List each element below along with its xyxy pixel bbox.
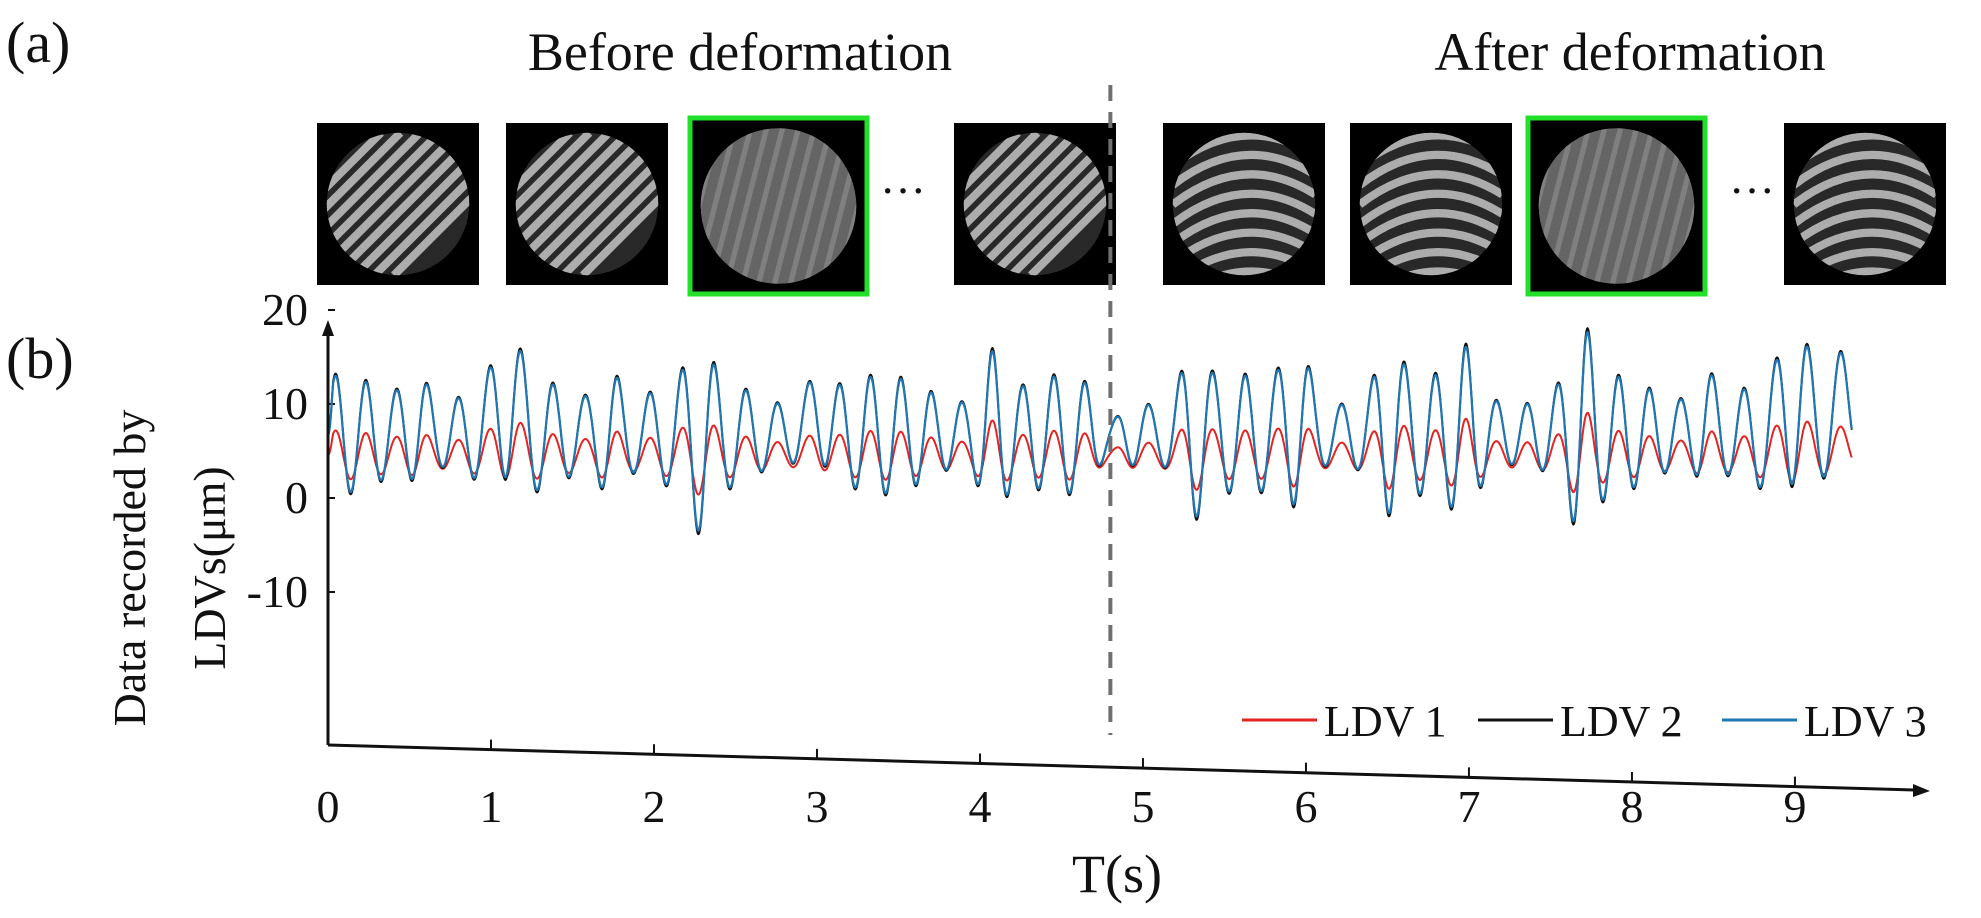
x-tick-label: 9 <box>1783 781 1806 832</box>
x-tick-label: 6 <box>1294 781 1317 832</box>
series-line-ldv-1 <box>327 411 1853 496</box>
speckle-image <box>1525 115 1708 297</box>
y-axis-title-line-2: LDVs(μm) <box>184 466 235 670</box>
legend-label-ldv-2: LDV 2 <box>1560 697 1683 746</box>
panel-a-label: (a) <box>6 10 70 75</box>
x-tick-label: 1 <box>479 781 502 832</box>
series-lines <box>327 327 1853 536</box>
y-axis-arrow <box>322 320 334 336</box>
after-ellipsis: ··· <box>1729 165 1775 216</box>
y-tick-label: 20 <box>262 284 308 335</box>
y-tick-label: -10 <box>247 566 308 617</box>
x-axis-line <box>327 743 1916 792</box>
before-deformation-title: Before deformation <box>528 22 952 82</box>
x-tick-label: 3 <box>805 781 828 832</box>
speckle-image <box>1350 123 1512 285</box>
x-axis-arrow <box>1913 784 1930 797</box>
speckle-image <box>317 123 479 285</box>
x-tick-label: 2 <box>642 781 665 832</box>
after-deformation-title: After deformation <box>1434 22 1825 82</box>
speckle-image <box>687 115 870 297</box>
legend-background <box>1205 687 1975 751</box>
x-axis-title: T(s) <box>1072 844 1162 904</box>
legend-label-ldv-3: LDV 3 <box>1804 697 1927 746</box>
x-tick-label: 4 <box>968 781 991 832</box>
before-ellipsis: ··· <box>880 165 926 216</box>
panel-b-label: (b) <box>6 326 74 391</box>
speckle-image <box>954 123 1116 285</box>
y-axis-ticks: -10 0 10 20 <box>247 284 335 617</box>
y-axis-title: Data recorded by LDVs(μm) <box>104 410 235 727</box>
speckle-image <box>506 123 668 285</box>
x-tick-label: 5 <box>1131 781 1154 832</box>
x-tick-label: 7 <box>1457 781 1480 832</box>
x-tick-label: 0 <box>317 781 340 832</box>
y-axis-title-line-1: Data recorded by <box>104 410 155 727</box>
highlight-frame <box>1525 115 1708 297</box>
highlight-frame <box>687 115 870 297</box>
y-tick-label: 0 <box>285 472 308 523</box>
x-tick-label: 8 <box>1620 781 1643 832</box>
speckle-image <box>1784 123 1946 285</box>
x-axis-ticks: 0 1 2 3 4 5 6 7 8 9 <box>317 735 1806 832</box>
speckle-image <box>1163 123 1325 285</box>
y-tick-label: 10 <box>262 378 308 429</box>
series-line-ldv-3 <box>327 331 1853 532</box>
speckle-image-row <box>317 115 1946 297</box>
panel-a: (a) Before deformation After deformation… <box>6 10 1946 297</box>
legend-label-ldv-1: LDV 1 <box>1324 697 1447 746</box>
legend: LDV 1 LDV 2 LDV 3 <box>1205 687 1975 751</box>
series-line-ldv-2 <box>327 327 1853 536</box>
axes <box>322 320 1930 797</box>
